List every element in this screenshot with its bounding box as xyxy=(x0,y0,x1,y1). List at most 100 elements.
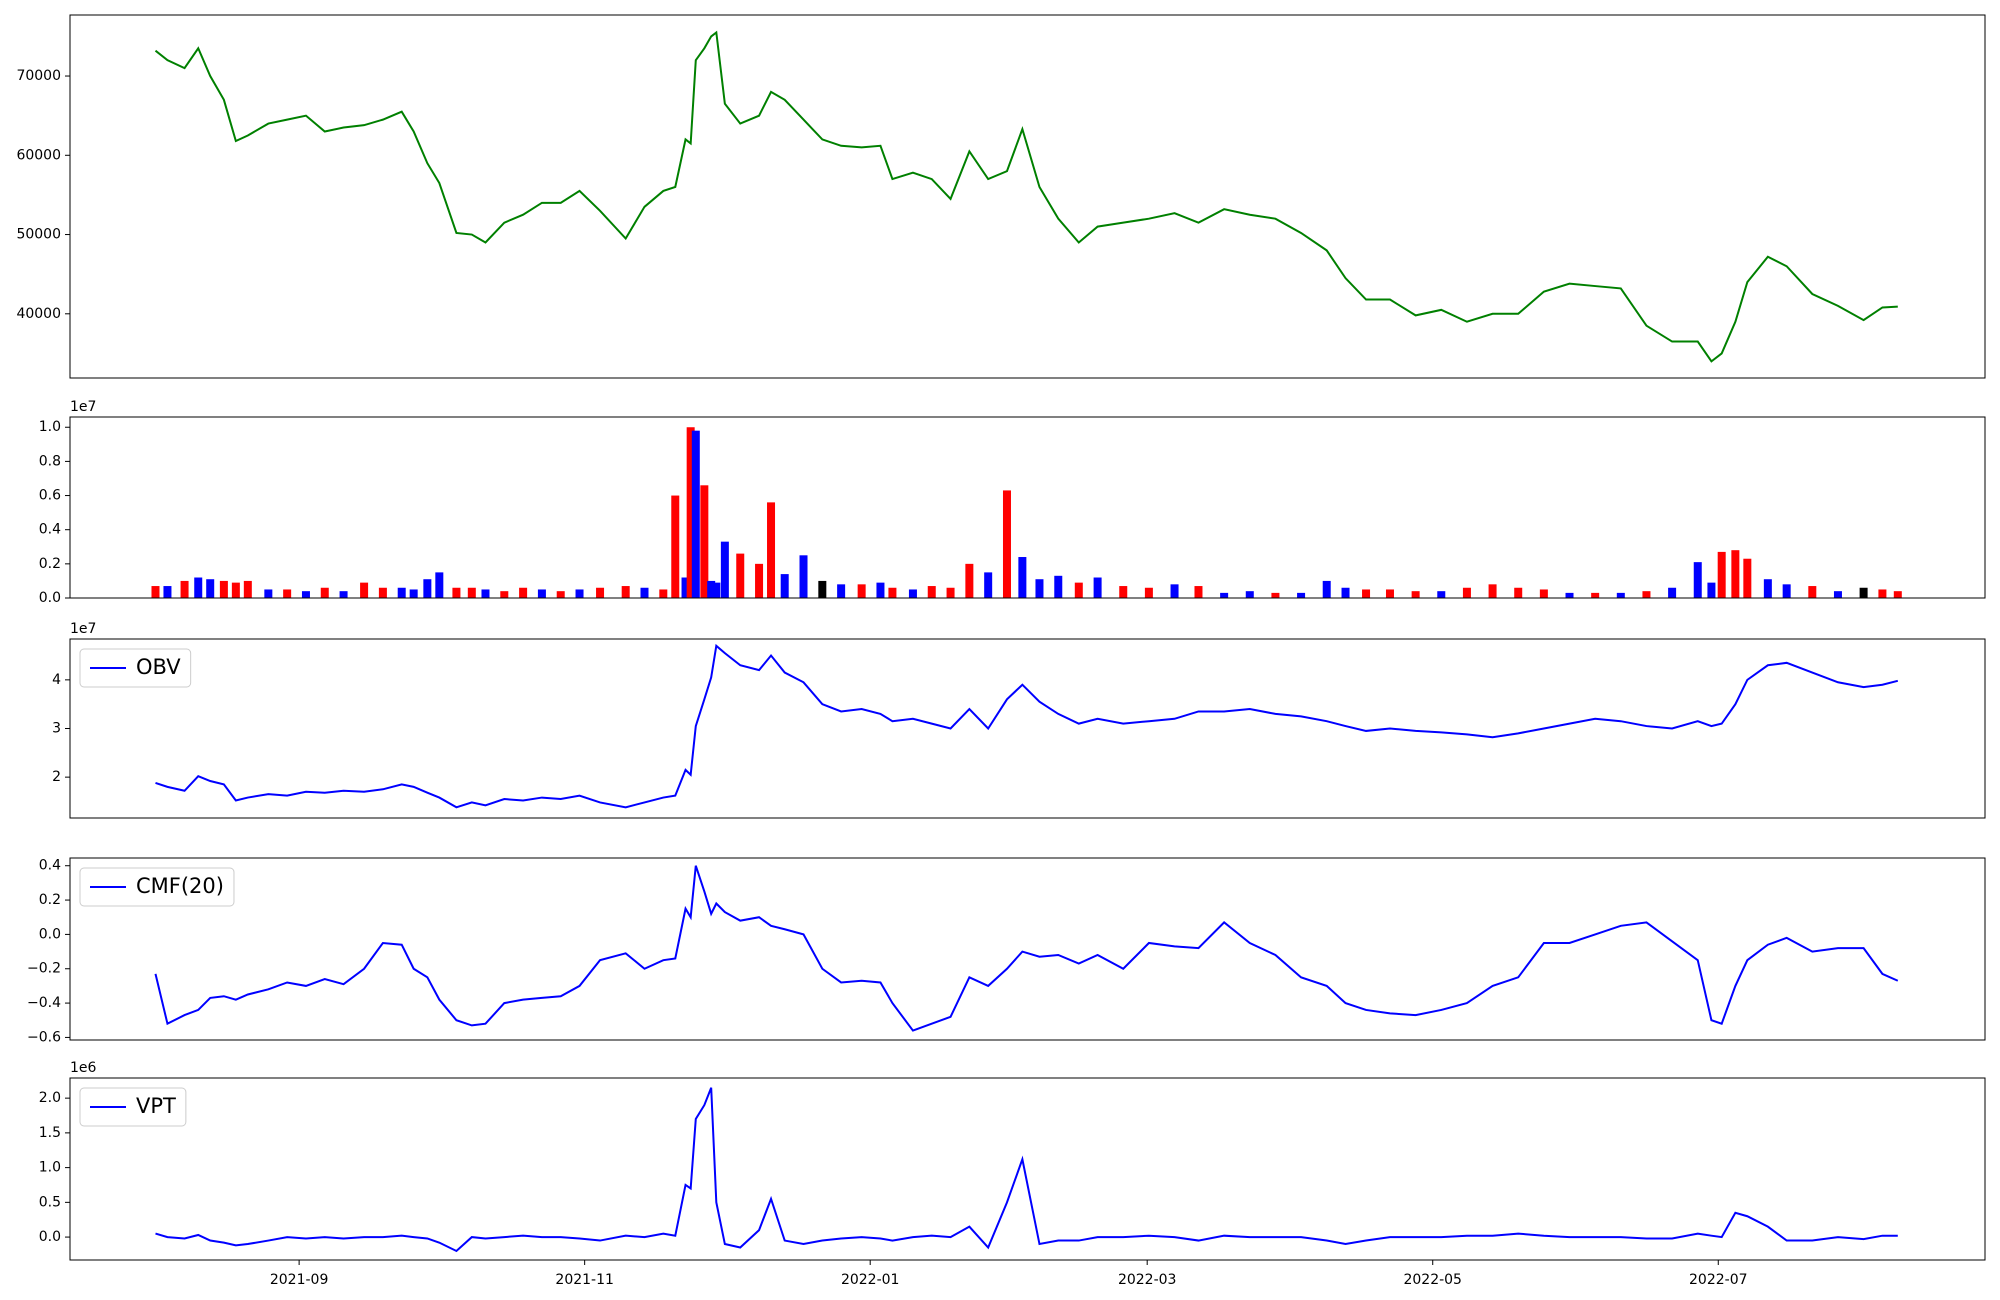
volume-bar xyxy=(1002,490,1011,598)
volume-bar xyxy=(1782,584,1791,598)
volume-bar xyxy=(467,587,476,598)
volume-bar xyxy=(621,586,630,598)
volume-bar xyxy=(1707,582,1716,598)
volume-bar xyxy=(681,577,690,598)
x-tick-label: 2022-03 xyxy=(1118,1272,1177,1288)
volume-bar xyxy=(1194,586,1203,598)
y-tick-label: 70000 xyxy=(16,68,61,84)
volume-bar xyxy=(1245,591,1254,598)
volume-bar xyxy=(1539,589,1548,598)
plot-area xyxy=(155,643,1899,809)
y-tick-label: 0.8 xyxy=(39,453,61,469)
plot-area xyxy=(154,30,1898,363)
volume-bar xyxy=(767,502,776,598)
volume-bar xyxy=(927,586,936,598)
legend-box xyxy=(79,648,192,688)
volume-bar xyxy=(876,582,885,598)
volume-bar xyxy=(575,589,584,598)
y-tick-label: 1.0 xyxy=(39,419,61,435)
x-tick-label: 2021-09 xyxy=(270,1272,329,1288)
volume-bar xyxy=(360,582,369,598)
volume-bar xyxy=(888,587,897,598)
y-tick-label: 40000 xyxy=(16,306,61,322)
volume-bar xyxy=(1591,592,1600,598)
data-line xyxy=(154,865,1899,1032)
axes-frame xyxy=(69,416,1986,599)
volume-bar xyxy=(1833,591,1842,598)
volume-bar xyxy=(1074,582,1083,598)
volume-bar xyxy=(397,587,406,598)
volume-bar xyxy=(1808,586,1817,598)
volume-bar xyxy=(283,589,292,598)
volume-bar xyxy=(1642,591,1651,598)
volume-bar xyxy=(206,579,215,598)
volume-bar xyxy=(1717,551,1726,598)
volume-bar xyxy=(671,495,680,598)
volume-bar xyxy=(180,580,189,598)
y-tick-label: 0.2 xyxy=(39,892,61,908)
y-tick-label: 4 xyxy=(52,672,61,688)
volume-bar xyxy=(1018,557,1027,598)
data-line xyxy=(154,30,1898,363)
y-tick-label: 60000 xyxy=(16,147,61,163)
x-tick-label: 2021-11 xyxy=(555,1272,614,1288)
x-tick-label: 2022-05 xyxy=(1403,1272,1462,1288)
volume-bar xyxy=(1385,589,1394,598)
y-tick-label: 0.4 xyxy=(39,522,61,538)
volume-bar xyxy=(1488,584,1497,598)
volume-bar xyxy=(799,555,808,598)
volume-bar xyxy=(965,563,974,598)
legend: OBV xyxy=(79,648,192,688)
y-tick-label: −0.4 xyxy=(27,995,61,1011)
x-tick-label: 2022-01 xyxy=(841,1272,900,1288)
volume-bar xyxy=(659,589,668,598)
y-tick-label: 0.0 xyxy=(39,926,61,942)
volume-bar xyxy=(1144,587,1153,598)
y-tick-label: 1.0 xyxy=(39,1160,61,1176)
volume-bar xyxy=(1514,587,1523,598)
legend: CMF(20) xyxy=(79,867,235,907)
volume-bar xyxy=(1093,577,1102,598)
volume-bar xyxy=(264,589,273,598)
legend-box xyxy=(79,867,235,907)
volume-bar xyxy=(1878,589,1887,598)
offset-text: 1e6 xyxy=(70,1060,97,1076)
volume-bar xyxy=(1731,550,1740,598)
volume-bar xyxy=(301,591,310,598)
volume-bar xyxy=(1271,592,1280,598)
volume-bar xyxy=(537,589,546,598)
volume-bar xyxy=(1119,586,1128,598)
legend-box xyxy=(79,1087,187,1127)
volume-bar xyxy=(1565,592,1574,598)
volume-bar xyxy=(1763,579,1772,598)
volume-bar xyxy=(984,572,993,598)
volume-bar xyxy=(712,582,721,598)
volume-bar xyxy=(700,485,709,598)
legend-label: OBV xyxy=(136,655,181,679)
volume-bar xyxy=(423,579,432,598)
legend: VPT xyxy=(79,1087,187,1127)
y-tick-label: 0.0 xyxy=(39,1229,61,1245)
offset-text: 1e7 xyxy=(70,621,96,637)
volume-bar xyxy=(500,591,509,598)
axes-frame xyxy=(69,14,1986,379)
y-tick-label: −0.2 xyxy=(27,961,61,977)
volume-bar xyxy=(481,589,490,598)
axes-frame xyxy=(69,1077,1986,1261)
y-tick-label: 3 xyxy=(52,721,61,737)
volume-bar xyxy=(755,563,764,598)
volume-bar xyxy=(320,587,329,598)
volume-bar xyxy=(1411,591,1420,598)
plot-area xyxy=(154,865,1899,1032)
x-tick-label: 2022-07 xyxy=(1689,1272,1748,1288)
volume-bar xyxy=(409,589,418,598)
y-tick-label: 0.4 xyxy=(39,858,61,874)
plot-area xyxy=(155,1087,1898,1253)
volume-bar xyxy=(243,580,252,598)
volume-bar xyxy=(151,586,160,598)
y-tick-label: 0.6 xyxy=(39,488,61,504)
y-tick-label: 0.2 xyxy=(39,556,61,572)
volume-bar xyxy=(519,587,528,598)
axes-frame xyxy=(69,857,1986,1041)
volume-bar xyxy=(691,430,700,598)
